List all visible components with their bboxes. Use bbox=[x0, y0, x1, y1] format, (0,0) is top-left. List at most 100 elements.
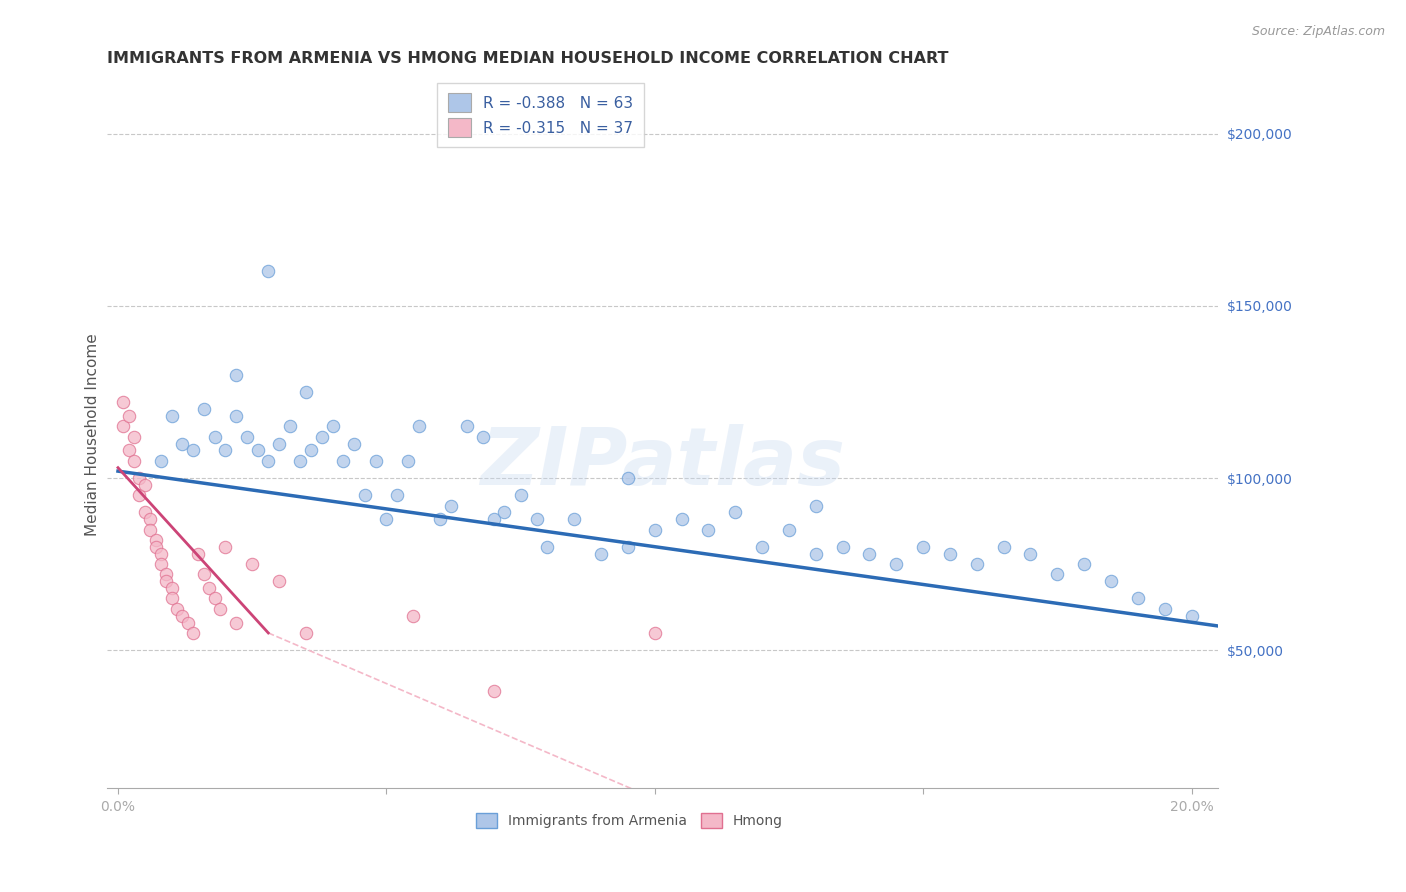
Point bbox=[118, 409, 141, 423]
Point bbox=[193, 402, 215, 417]
Point bbox=[804, 547, 827, 561]
Point bbox=[509, 488, 531, 502]
Point bbox=[939, 547, 962, 561]
Point bbox=[804, 499, 827, 513]
Point bbox=[831, 540, 853, 554]
Point bbox=[155, 567, 177, 582]
Point bbox=[912, 540, 935, 554]
Point bbox=[644, 626, 666, 640]
Point bbox=[1126, 591, 1149, 606]
Point bbox=[166, 602, 188, 616]
Point bbox=[181, 626, 204, 640]
Point bbox=[1180, 608, 1202, 623]
Point bbox=[225, 409, 247, 423]
Point bbox=[536, 540, 558, 554]
Point bbox=[364, 454, 387, 468]
Point bbox=[122, 430, 145, 444]
Point bbox=[112, 395, 135, 409]
Point bbox=[1099, 574, 1122, 589]
Point bbox=[494, 505, 516, 519]
Point bbox=[149, 454, 172, 468]
Point bbox=[193, 567, 215, 582]
Point bbox=[472, 430, 495, 444]
Point bbox=[993, 540, 1015, 554]
Point bbox=[172, 608, 194, 623]
Point bbox=[181, 443, 204, 458]
Point bbox=[671, 512, 693, 526]
Point bbox=[204, 591, 226, 606]
Point bbox=[267, 574, 290, 589]
Point bbox=[187, 547, 209, 561]
Point bbox=[751, 540, 773, 554]
Point bbox=[139, 512, 162, 526]
Point bbox=[134, 505, 156, 519]
Point bbox=[562, 512, 585, 526]
Point bbox=[332, 454, 354, 468]
Point bbox=[385, 488, 408, 502]
Point bbox=[155, 574, 177, 589]
Point bbox=[118, 443, 141, 458]
Point bbox=[408, 419, 430, 434]
Point bbox=[1019, 547, 1042, 561]
Point bbox=[322, 419, 344, 434]
Point bbox=[375, 512, 398, 526]
Point bbox=[267, 436, 290, 450]
Point bbox=[257, 454, 280, 468]
Point bbox=[591, 547, 613, 561]
Point bbox=[139, 523, 162, 537]
Point bbox=[225, 615, 247, 630]
Legend: Immigrants from Armenia, Hmong: Immigrants from Armenia, Hmong bbox=[471, 808, 789, 834]
Point bbox=[134, 478, 156, 492]
Point bbox=[429, 512, 451, 526]
Point bbox=[343, 436, 366, 450]
Point bbox=[290, 454, 312, 468]
Point bbox=[214, 443, 236, 458]
Point bbox=[482, 512, 505, 526]
Point bbox=[1046, 567, 1069, 582]
Point bbox=[278, 419, 301, 434]
Point bbox=[617, 540, 640, 554]
Point bbox=[617, 471, 640, 485]
Point bbox=[440, 499, 463, 513]
Point bbox=[128, 488, 150, 502]
Point bbox=[177, 615, 200, 630]
Point bbox=[482, 684, 505, 698]
Point bbox=[204, 430, 226, 444]
Y-axis label: Median Household Income: Median Household Income bbox=[86, 334, 100, 536]
Point bbox=[172, 436, 194, 450]
Point bbox=[884, 557, 907, 571]
Point bbox=[149, 547, 172, 561]
Point bbox=[396, 454, 419, 468]
Point bbox=[240, 557, 263, 571]
Point bbox=[214, 540, 236, 554]
Point bbox=[644, 523, 666, 537]
Point bbox=[354, 488, 377, 502]
Text: ZIPatlas: ZIPatlas bbox=[481, 425, 845, 502]
Point bbox=[198, 581, 221, 595]
Point bbox=[724, 505, 747, 519]
Point bbox=[697, 523, 720, 537]
Point bbox=[456, 419, 478, 434]
Point bbox=[149, 557, 172, 571]
Point bbox=[966, 557, 988, 571]
Point bbox=[160, 409, 183, 423]
Point bbox=[160, 581, 183, 595]
Text: IMMIGRANTS FROM ARMENIA VS HMONG MEDIAN HOUSEHOLD INCOME CORRELATION CHART: IMMIGRANTS FROM ARMENIA VS HMONG MEDIAN … bbox=[107, 51, 949, 66]
Point bbox=[160, 591, 183, 606]
Text: Source: ZipAtlas.com: Source: ZipAtlas.com bbox=[1251, 25, 1385, 38]
Point bbox=[295, 384, 318, 399]
Point bbox=[311, 430, 333, 444]
Point bbox=[236, 430, 259, 444]
Point bbox=[122, 454, 145, 468]
Point bbox=[145, 533, 167, 547]
Point bbox=[858, 547, 880, 561]
Point bbox=[225, 368, 247, 382]
Point bbox=[402, 608, 425, 623]
Point bbox=[246, 443, 269, 458]
Point bbox=[112, 419, 135, 434]
Point bbox=[128, 471, 150, 485]
Point bbox=[1153, 602, 1175, 616]
Point bbox=[257, 264, 280, 278]
Point bbox=[299, 443, 322, 458]
Point bbox=[295, 626, 318, 640]
